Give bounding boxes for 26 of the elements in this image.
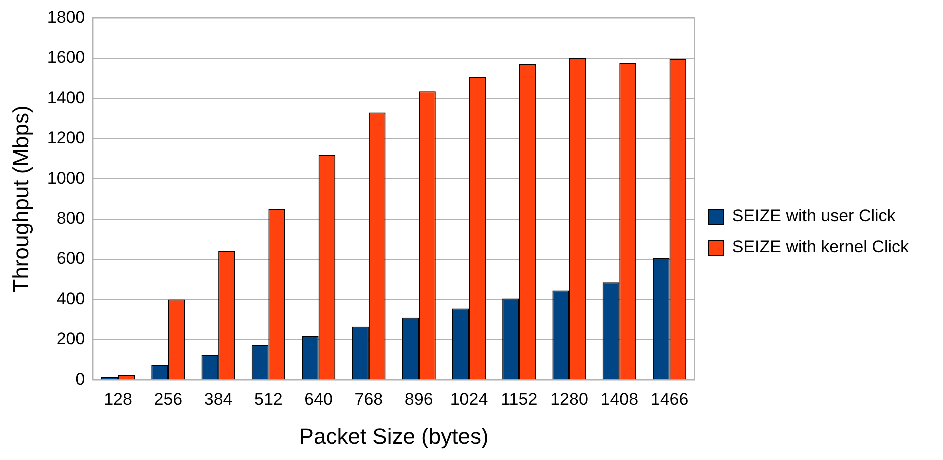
x-tick-label: 384	[204, 390, 233, 410]
y-tick-label: 400	[56, 289, 86, 308]
y-tick-label: 1200	[47, 128, 86, 148]
x-tick-label: 640	[304, 390, 334, 410]
y-tick-label: 1000	[47, 168, 86, 188]
x-tick-label: 512	[254, 390, 283, 410]
legend-label: SEIZE with user Click	[732, 206, 896, 226]
x-tick-label: 1408	[600, 390, 639, 410]
x-tick-label: 1024	[450, 390, 488, 410]
y-tick-label: 1600	[47, 48, 86, 68]
y-tick-label: 0	[76, 370, 86, 389]
x-axis-title: Packet Size (bytes)	[299, 424, 489, 449]
y-tick-label: 800	[56, 209, 86, 228]
x-tick-label: 1466	[650, 390, 689, 410]
x-tick-label: 128	[104, 390, 132, 410]
legend-label: SEIZE with kernel Click	[732, 238, 910, 257]
y-tick-label: 600	[56, 249, 86, 268]
x-tick-label: 896	[404, 390, 434, 410]
y-tick-label: 1400	[47, 88, 86, 108]
x-tick-label: 1152	[501, 390, 538, 410]
x-tick-label: 768	[354, 390, 384, 410]
y-tick-label: 1800	[47, 8, 86, 27]
y-axis-title: Throughput (Mbps)	[8, 106, 34, 293]
x-tick-label: 1280	[550, 390, 588, 410]
y-tick-label: 200	[56, 330, 86, 349]
x-tick-label: 256	[154, 390, 183, 410]
